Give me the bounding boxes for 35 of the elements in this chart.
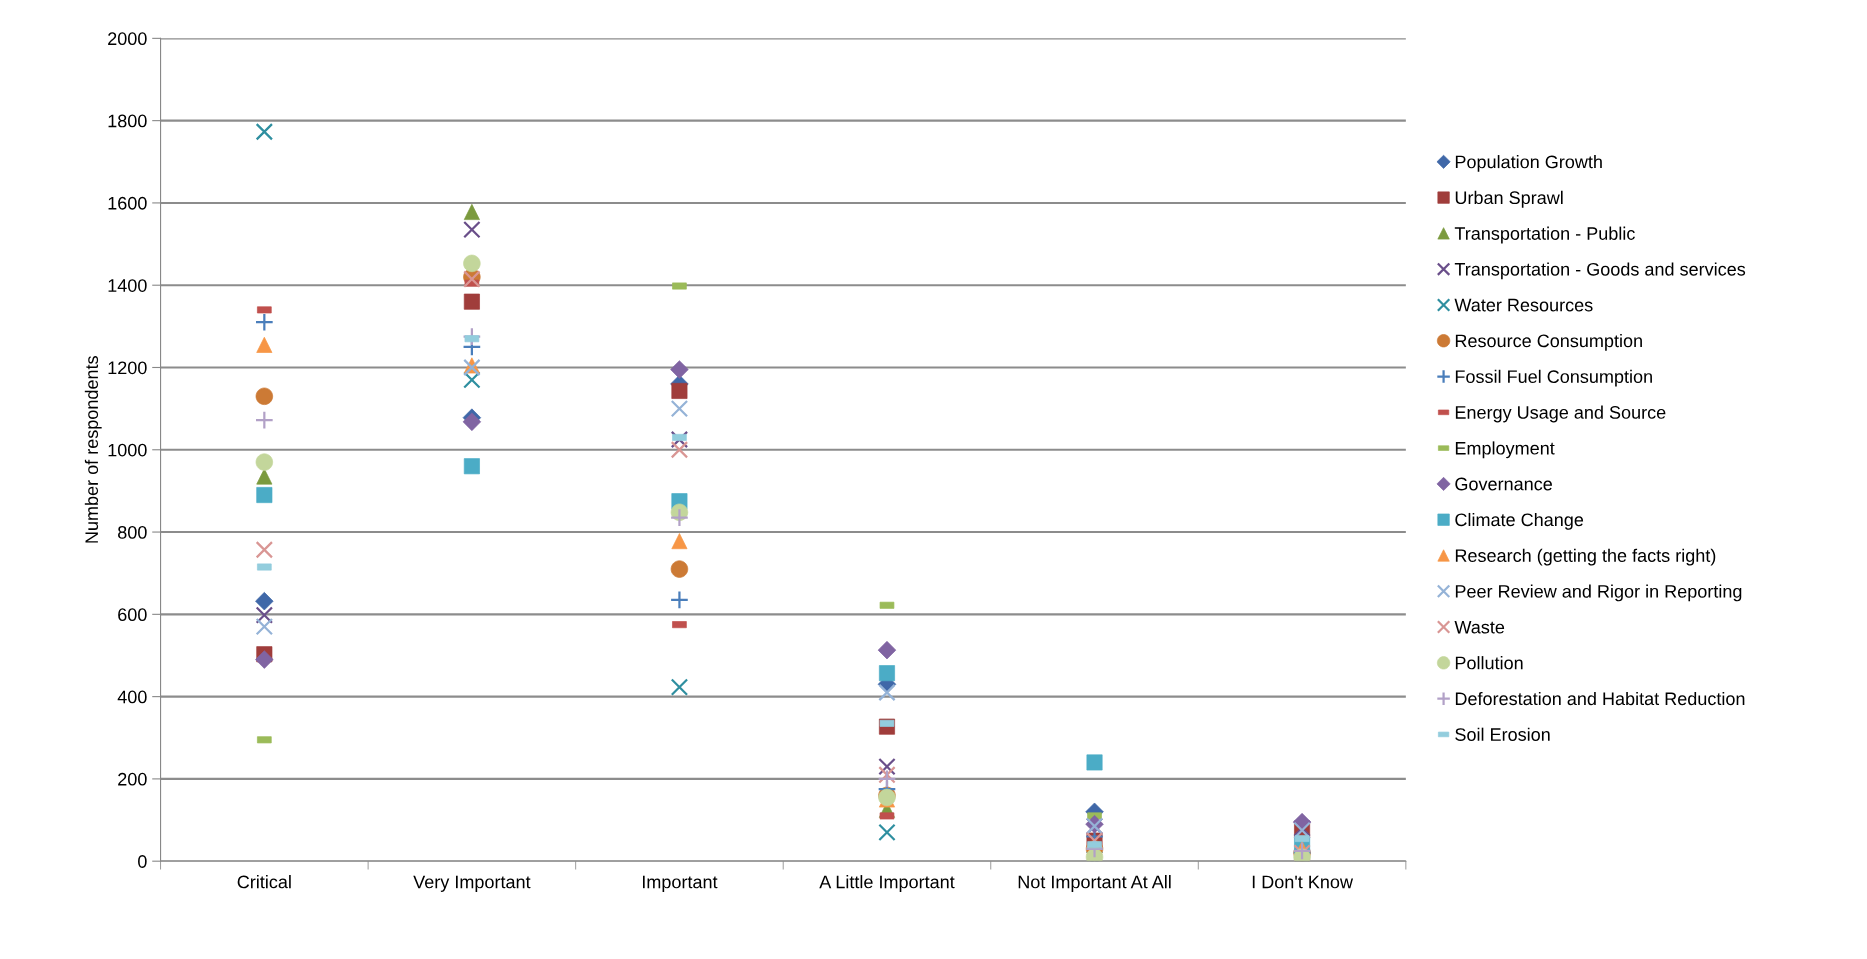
y-tick-label: 2000 xyxy=(108,32,147,46)
legend-label: Research (getting the facts right) xyxy=(1455,548,1716,566)
legend-label: Water Resources xyxy=(1454,298,1593,312)
legend-label: Climate Change xyxy=(1455,512,1584,530)
legend-label: Governance xyxy=(1455,477,1552,491)
x-tick-label: Very Important xyxy=(413,875,531,892)
y-tick-label: 800 xyxy=(118,525,147,539)
legend-label: Transportation - Public xyxy=(1454,226,1635,244)
y-tick-label: 200 xyxy=(118,772,147,786)
y-tick-label: 1200 xyxy=(108,361,147,375)
y-tick-label: 1600 xyxy=(108,196,147,210)
legend-label: Waste xyxy=(1454,620,1505,634)
x-tick-label: I Don't Know xyxy=(1252,875,1354,889)
legend-label: Transportation - Goods and services xyxy=(1454,262,1746,280)
legend-label: Population Growth xyxy=(1455,155,1602,172)
legend-label: Resource Consumption xyxy=(1455,333,1642,351)
legend-label: Deforestation and Habitat Reduction xyxy=(1455,691,1745,706)
legend-label: Pollution xyxy=(1455,656,1523,670)
legend-label: Energy Usage and Source xyxy=(1455,405,1666,423)
legend-label: Urban Sprawl xyxy=(1455,190,1563,208)
y-tick-label: 1800 xyxy=(108,114,147,128)
y-tick-label: 0 xyxy=(138,855,147,868)
legend-label: Soil Erosion xyxy=(1455,727,1550,741)
y-tick-label: 600 xyxy=(118,608,147,622)
legend-label: Fossil Fuel Consumption xyxy=(1455,369,1652,387)
x-tick-label: A Little Important xyxy=(819,875,955,892)
x-tick-label: Critical xyxy=(237,875,291,889)
x-tick-label: Important xyxy=(642,875,718,892)
y-tick-label: 1000 xyxy=(108,443,147,457)
legend-label: Peer Review and Rigor in Reporting xyxy=(1455,584,1742,602)
x-tick-label: Not Important At All xyxy=(1018,875,1171,892)
legend-label: Employment xyxy=(1455,441,1555,459)
y-tick-label: 400 xyxy=(117,690,147,704)
y-axis-title: Number of respondents xyxy=(84,356,102,543)
y-tick-label: 1400 xyxy=(108,279,147,292)
